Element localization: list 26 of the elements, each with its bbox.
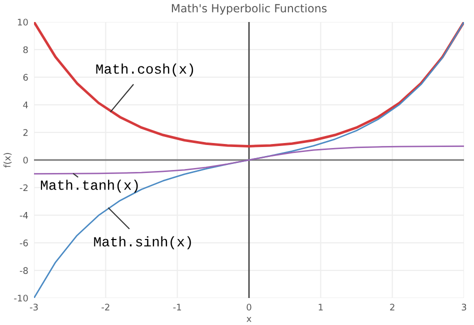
x-tick-label: 2	[390, 304, 394, 310]
y-tick-label: -8	[20, 267, 28, 274]
line-series	[34, 22, 464, 298]
y-tick-label: -6	[20, 240, 28, 246]
y-tick-label: -10	[14, 294, 28, 302]
x-tick-label: -3	[30, 304, 38, 311]
y-tick-label: 10	[18, 18, 28, 26]
line-series	[34, 146, 464, 174]
y-tick-label: 6	[23, 74, 28, 81]
annotation: Math.sinh(x)	[94, 236, 191, 250]
x-tick-label: 3	[462, 304, 466, 311]
x-axis-title: x	[246, 316, 252, 322]
x-tick-label: 0	[246, 304, 252, 311]
y-axis-title: f(x)	[4, 152, 12, 168]
annotation: Math.tanh(x)	[40, 180, 138, 193]
x-tick-label: 1	[318, 304, 323, 310]
y-tick-label: 0	[23, 156, 28, 164]
x-tick-label: -2	[102, 304, 110, 310]
x-tick-label: -1	[173, 304, 181, 310]
y-tick-label: 4	[23, 102, 28, 108]
y-tick-label: -2	[20, 184, 28, 192]
annotation: Math.cosh(x)	[96, 64, 194, 77]
y-tick-label: -4	[20, 212, 28, 219]
chart-title: Math's Hyperbolic Functions	[172, 4, 327, 15]
y-tick-label: 2	[23, 129, 28, 136]
y-tick-label: 8	[23, 46, 28, 54]
